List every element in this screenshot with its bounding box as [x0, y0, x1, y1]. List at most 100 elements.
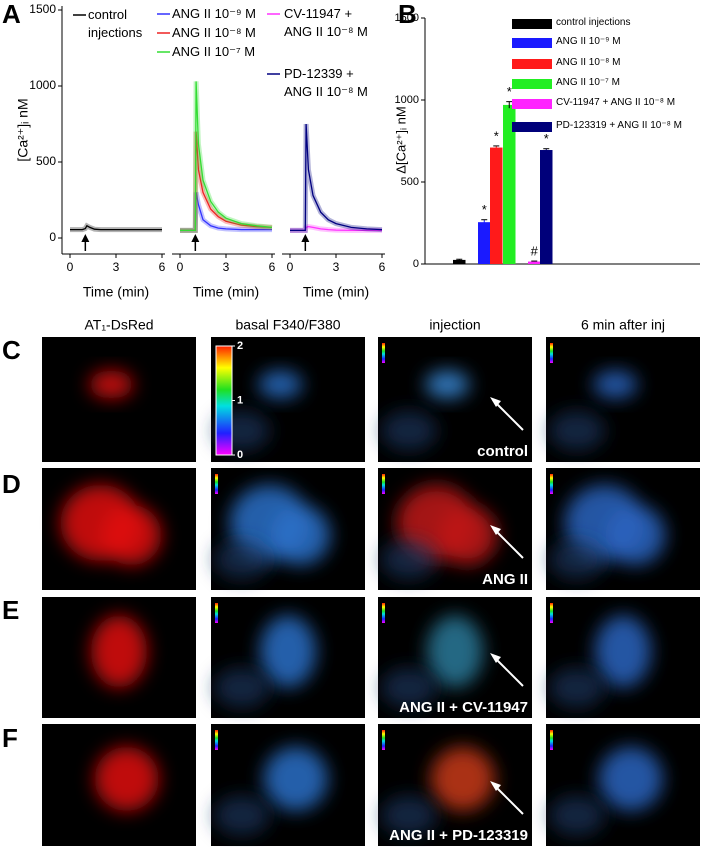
cell	[427, 615, 483, 688]
legend-label: ANG II 10⁻⁸ M	[172, 25, 256, 40]
y-tick-label: 0	[49, 230, 56, 244]
background-cell	[380, 539, 437, 580]
significance-label: #	[531, 243, 539, 258]
mini-colorbar	[550, 474, 553, 494]
bar	[453, 259, 466, 264]
x-tick-label: 3	[223, 260, 230, 274]
cell	[258, 370, 303, 399]
mini-colorbar	[550, 343, 553, 363]
cell-glow	[260, 615, 316, 688]
cell	[430, 746, 495, 811]
significance-label: *	[494, 128, 499, 143]
column-header: 6 min after inj	[581, 317, 665, 333]
panel-label: B	[398, 0, 417, 29]
colorbar-tick-label: 1	[237, 394, 243, 406]
legend-swatch	[512, 38, 552, 48]
mini-colorbar	[550, 603, 553, 623]
legend-label: ANG II 10⁻⁹ M	[556, 36, 621, 47]
colorbar-tick-label: 0	[237, 449, 243, 461]
legend-swatch	[512, 99, 552, 109]
background-cell	[213, 795, 270, 836]
y-tick-label: 500	[36, 154, 56, 168]
significance-label: *	[544, 131, 549, 146]
cell-glow	[430, 746, 495, 811]
cell-glow	[427, 615, 483, 688]
arrow-head	[490, 397, 501, 407]
legend-label: control injections	[88, 7, 143, 40]
bar	[528, 261, 541, 264]
mini-colorbar	[550, 730, 553, 750]
cell-glow	[598, 746, 663, 811]
x-axis-label: Time (min)	[303, 284, 369, 300]
legend-swatch	[512, 19, 552, 29]
overlay-label: control	[477, 443, 528, 460]
cell	[91, 615, 147, 688]
mini-colorbar	[215, 474, 218, 494]
injection-arrow-head	[191, 234, 200, 242]
trace-band	[290, 123, 383, 233]
x-tick-label: 3	[113, 260, 120, 274]
legend-label: control injections	[556, 17, 631, 28]
cell	[593, 370, 638, 399]
cell-glow	[91, 615, 147, 688]
cell	[425, 370, 470, 399]
y-axis-label: Δ[Ca²⁺]ᵢ nM	[393, 106, 408, 173]
arrow-head	[490, 525, 501, 535]
arrow	[492, 783, 524, 815]
panel-label: C	[2, 335, 21, 365]
colorbar	[215, 345, 233, 456]
panel-label: F	[2, 723, 18, 753]
legend-swatch	[512, 79, 552, 89]
column-header: AT₁-DsRed	[84, 317, 153, 333]
y-tick-label: 500	[401, 176, 419, 188]
column-header: injection	[429, 317, 480, 333]
colorbar-tick-label: 2	[237, 340, 243, 352]
panel-label: E	[2, 595, 19, 625]
mini-colorbar	[382, 603, 385, 623]
x-tick-label: 0	[287, 260, 294, 274]
background-cell	[380, 795, 437, 836]
x-tick-label: 0	[67, 260, 74, 274]
mini-colorbar	[215, 603, 218, 623]
y-tick-label: 1000	[29, 78, 56, 92]
mini-colorbar	[382, 474, 385, 494]
arrow	[492, 527, 524, 559]
column-header: basal F340/F380	[235, 317, 340, 333]
arrow-head	[490, 781, 501, 791]
background-cell	[548, 667, 605, 708]
background-cell	[548, 410, 605, 451]
y-tick-label: 1500	[395, 12, 419, 24]
panel-label: D	[2, 469, 21, 499]
cell-glow	[263, 746, 328, 811]
legend-label: PD-123319 + ANG II 10⁻⁸ M	[556, 120, 682, 131]
legend-label: ANG II 10⁻⁸ M	[556, 57, 621, 68]
background-cell	[548, 795, 605, 836]
background-cell	[213, 539, 270, 580]
cell-glow	[593, 370, 638, 399]
x-tick-label: 6	[379, 260, 386, 274]
trace	[180, 81, 273, 232]
legend-label: CV-11947 + ANG II 10⁻⁸ M	[556, 97, 676, 108]
trace	[70, 224, 162, 231]
y-tick-label: 1000	[395, 94, 419, 106]
legend-label: ANG II 10⁻⁹ M	[172, 6, 256, 21]
bar	[503, 104, 516, 264]
legend-label: PD-12339 + ANG II 10⁻⁸ M	[284, 66, 368, 99]
cell-glow	[60, 484, 162, 566]
cell	[101, 505, 162, 566]
x-tick-label: 6	[269, 260, 276, 274]
bar	[478, 222, 491, 264]
overlay-label: ANG II + PD-123319	[389, 827, 528, 844]
panel-label: A	[2, 0, 21, 29]
arrow-head	[490, 653, 501, 663]
cell-glow	[258, 370, 303, 399]
cell	[89, 370, 134, 399]
mini-colorbar	[215, 730, 218, 750]
cell-glow	[595, 615, 651, 688]
significance-label: *	[482, 202, 487, 217]
trace-band	[180, 81, 273, 233]
cell	[263, 746, 328, 811]
bar	[490, 147, 503, 264]
y-tick-label: 0	[413, 258, 419, 270]
